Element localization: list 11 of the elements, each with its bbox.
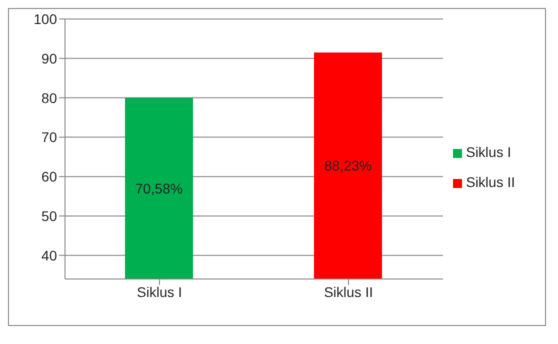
y-tick-label: 100 (34, 10, 58, 27)
y-tick-label: 90 (41, 50, 58, 66)
y-tick-label: 80 (41, 90, 58, 106)
y-tick-label: 50 (41, 208, 58, 224)
annotation: 70,58% (135, 180, 183, 196)
y-tick-label: 70 (41, 129, 58, 146)
y-tick-label: 40 (41, 247, 58, 264)
y-tick-label: 60 (41, 168, 58, 185)
legend-label: Siklus II (466, 174, 515, 190)
legend-label: Siklus I (466, 144, 512, 160)
annotation: 88,23% (324, 158, 372, 174)
